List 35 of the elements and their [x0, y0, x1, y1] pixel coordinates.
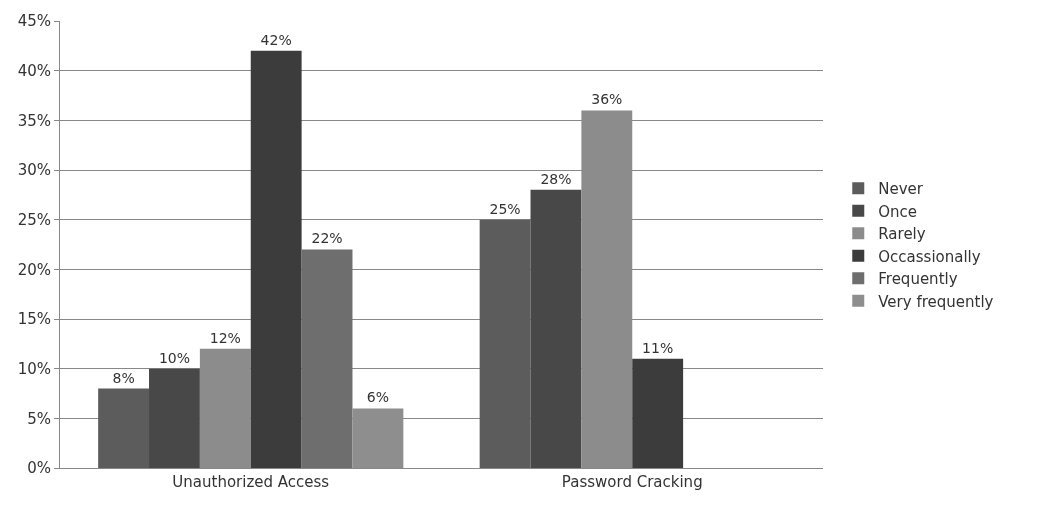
- bar: [632, 358, 684, 468]
- y-tick-label: 0%: [27, 459, 51, 478]
- bar: [479, 219, 531, 468]
- data-label: 11%: [642, 339, 674, 356]
- bar: [301, 249, 353, 468]
- y-tick-label: 15%: [17, 310, 51, 329]
- data-label: 10%: [158, 349, 191, 366]
- legend-label: Frequently: [878, 270, 958, 289]
- data-label: 25%: [489, 200, 521, 217]
- y-tick-label: 35%: [17, 111, 51, 130]
- bar: [149, 368, 200, 468]
- data-label: 42%: [260, 31, 292, 48]
- y-tick-label: 45%: [17, 12, 51, 31]
- y-tick-label: 30%: [17, 161, 51, 180]
- data-label: 6%: [366, 389, 390, 406]
- y-tick-label: 5%: [27, 409, 51, 428]
- bar: [530, 189, 582, 468]
- y-tick-label: 40%: [17, 61, 51, 80]
- y-tick-label: 10%: [17, 359, 51, 378]
- data-label: 28%: [540, 170, 572, 187]
- legend-label: Occassionally: [878, 247, 981, 266]
- x-tick-label: Password Cracking: [561, 473, 703, 491]
- legend-label: Very frequently: [878, 292, 994, 311]
- legend-label: Once: [878, 202, 918, 221]
- bar: [250, 50, 302, 468]
- x-tick-label: Unauthorized Access: [172, 473, 330, 491]
- data-label: 12%: [209, 329, 241, 346]
- legend-label: Never: [878, 180, 924, 199]
- data-label: 22%: [311, 230, 343, 247]
- y-tick-label: 20%: [17, 260, 51, 279]
- data-label: 36%: [591, 91, 623, 108]
- legend-label: Rarely: [878, 225, 926, 244]
- bar: [98, 388, 150, 468]
- data-label: 8%: [112, 369, 135, 386]
- y-tick-label: 25%: [17, 210, 51, 229]
